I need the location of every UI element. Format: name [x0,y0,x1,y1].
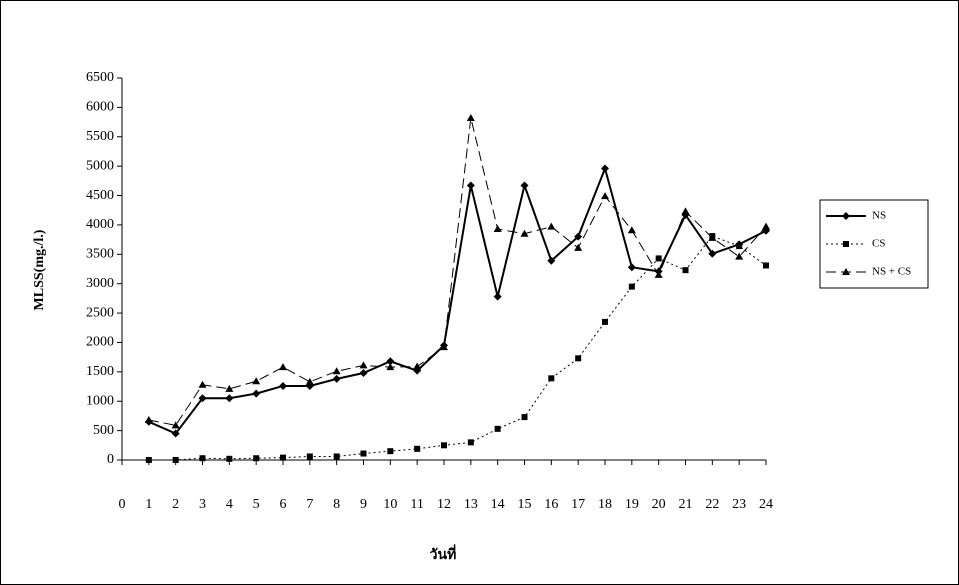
x-tick-label: 16 [544,497,558,512]
marker [387,448,393,454]
x-tick-label: 5 [253,497,260,512]
marker [495,426,501,432]
y-tick-label: 3000 [86,276,114,291]
marker [253,455,259,461]
marker [629,284,635,290]
x-tick-label: 13 [464,497,478,512]
marker [548,375,554,381]
y-tick-label: 6000 [86,100,114,115]
x-tick-label: 2 [172,497,179,512]
x-tick-label: 1 [145,497,152,512]
legend: NS CS NS + CS [820,200,928,288]
y-tick-label: 3500 [86,247,114,262]
marker [146,457,152,463]
marker [683,267,689,273]
x-tick-label: 3 [199,497,206,512]
x-tick-label: 21 [679,497,693,512]
x-tick-label: 19 [625,497,639,512]
marker [226,456,232,462]
legend-label: NS + CS [872,266,911,278]
marker [763,262,769,268]
marker [200,455,206,461]
x-tick-label: 12 [437,497,451,512]
x-tick-label: 20 [652,497,666,512]
marker [736,243,742,249]
marker [468,439,474,445]
x-tick-label: 14 [491,497,505,512]
x-tick-label: 22 [705,497,719,512]
y-tick-label: 1000 [86,393,114,408]
marker [280,455,286,461]
x-tick-label: 18 [598,497,612,512]
marker [441,442,447,448]
chart-frame [1,1,959,585]
y-tick-label: 2500 [86,305,114,320]
y-axis-label: MLSS(mg./l.) [32,229,47,310]
x-tick-label: 17 [571,497,585,512]
y-tick-label: 500 [93,423,114,438]
x-tick-label: 8 [333,497,340,512]
x-tick-label: 7 [306,497,313,512]
x-tick-label: 6 [280,497,287,512]
page: {"chart_data": { "type": "line", "x_labe… [0,0,959,585]
marker [173,457,179,463]
y-tick-label: 4500 [86,188,114,203]
marker [656,255,662,261]
y-tick-label: 5000 [86,158,114,173]
marker [414,446,420,452]
x-tick-label: 15 [518,497,532,512]
chart: วันที่ MLSS(mg./l.) 05001000150020002500… [0,0,959,585]
y-tick-label: 2000 [86,335,114,350]
x-tick-label: 11 [410,497,423,512]
legend-label: CS [872,238,885,250]
y-tick-label: 5500 [86,129,114,144]
x-tick-label: 24 [759,497,773,512]
marker [361,451,367,457]
marker [843,241,849,247]
x-tick-label: 10 [383,497,397,512]
y-tick-label: 4000 [86,217,114,232]
legend-label: NS [872,210,886,222]
x-tick-label: 0 [119,497,126,512]
marker [307,453,313,459]
marker [575,355,581,361]
y-tick-label: 6500 [86,70,114,85]
x-tick-label: 4 [226,497,233,512]
marker [522,414,528,420]
x-tick-label: 23 [732,497,746,512]
x-tick-label: 9 [360,497,367,512]
marker [602,319,608,325]
marker [334,453,340,459]
y-tick-label: 1500 [86,364,114,379]
y-tick-label: 0 [107,452,114,467]
